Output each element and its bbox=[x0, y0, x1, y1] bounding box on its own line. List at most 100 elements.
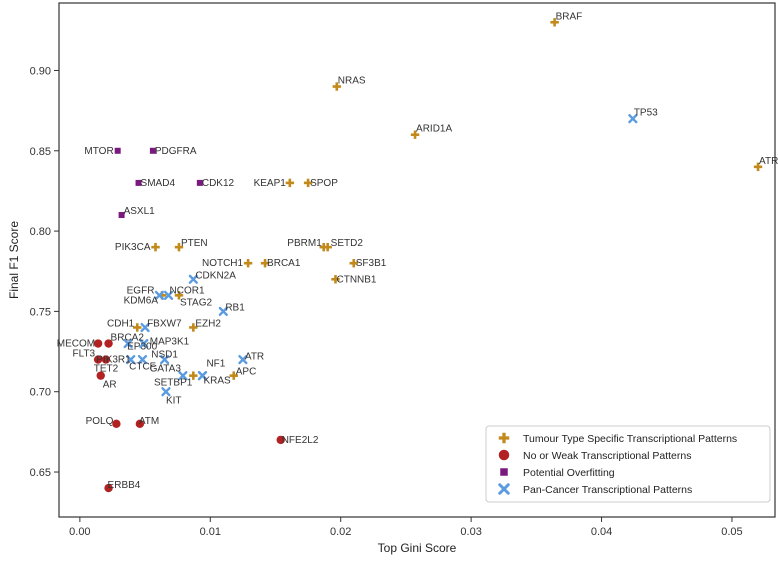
data-point-ep300 bbox=[123, 338, 133, 349]
legend-label: Potential Overfitting bbox=[523, 467, 615, 479]
point-label-apc: APC bbox=[236, 367, 257, 378]
y-axis-label: Final F1 Score bbox=[7, 221, 21, 299]
data-point-apc bbox=[229, 371, 238, 380]
point-label-cdkn2a: CDKN2A bbox=[195, 270, 236, 281]
point-labels: BRAF NRAS ARID1A ATRX KEAP1 SPOP PIK3CA PTEN PBR… bbox=[57, 11, 778, 491]
point-label-asxl1: ASXL1 bbox=[124, 206, 156, 217]
data-point-arid1a bbox=[410, 130, 420, 139]
data-point-ezh2 bbox=[189, 323, 198, 332]
point-label-erbb4: ERBB4 bbox=[108, 480, 141, 491]
point-label-braf: BRAF bbox=[556, 11, 583, 22]
data-point-sf3b1 bbox=[349, 259, 358, 268]
point-label-nras: NRAS bbox=[338, 76, 366, 87]
point-label-arid1a: ARID1A bbox=[416, 124, 452, 135]
data-point-atr bbox=[238, 354, 248, 365]
data-point-kras bbox=[197, 371, 208, 381]
point-label-brca1: BRCA1 bbox=[267, 258, 301, 269]
y-tick-label: 0.75 bbox=[30, 306, 51, 318]
data-point-egfr bbox=[154, 290, 165, 300]
legend-marker-circle bbox=[498, 449, 510, 461]
data-point-asxl1 bbox=[118, 212, 125, 219]
data-point-kdm6a bbox=[157, 291, 167, 300]
data-point-brca1 bbox=[260, 259, 270, 268]
point-label-pdgfra: PDGFRA bbox=[155, 146, 197, 157]
point-label-keap1: KEAP1 bbox=[254, 178, 287, 189]
point-label-atm: ATM bbox=[139, 416, 159, 427]
data-point-cdk12 bbox=[196, 179, 203, 186]
x-tick-label: 0.01 bbox=[200, 526, 221, 538]
data-point-atrx bbox=[753, 162, 763, 172]
data-point-tet2 bbox=[101, 355, 111, 364]
data-point-nsd1 bbox=[160, 354, 170, 365]
point-label-cdh1: CDH1 bbox=[107, 318, 135, 329]
data-point-erbb4 bbox=[104, 483, 113, 493]
point-label-stag2: STAG2 bbox=[180, 297, 212, 308]
legend: Tumour Type Specific Transcriptional Pat… bbox=[485, 425, 771, 503]
data-points bbox=[93, 18, 763, 493]
data-point-tp53 bbox=[628, 114, 638, 124]
data-point-kit bbox=[161, 387, 171, 397]
point-label-gata3: GATA3 bbox=[150, 364, 182, 375]
data-point-cdh1 bbox=[133, 323, 142, 332]
x-tick-label: 0.05 bbox=[721, 526, 742, 538]
data-point-braf bbox=[550, 18, 559, 27]
legend-label: Tumour Type Specific Transcriptional Pat… bbox=[523, 433, 737, 445]
point-label-egfr: EGFR bbox=[127, 285, 155, 296]
data-point-setd2 bbox=[323, 242, 332, 252]
point-label-nf1: NF1 bbox=[206, 359, 225, 370]
point-label-kdm6a: KDM6A bbox=[124, 295, 159, 306]
point-label-pbrm1: PBRM1 bbox=[287, 238, 322, 249]
point-label-cdk12: CDK12 bbox=[202, 178, 235, 189]
point-label-pik3ca: PIK3CA bbox=[115, 242, 151, 253]
data-point-pten bbox=[174, 242, 184, 252]
point-label-map3k1: MAP3K1 bbox=[150, 337, 190, 348]
point-label-tet2: TET2 bbox=[94, 364, 119, 375]
data-point-pik3ca bbox=[151, 242, 160, 252]
data-point-spop bbox=[303, 178, 313, 188]
point-label-nsd1: NSD1 bbox=[151, 350, 178, 361]
point-label-flt3: FLT3 bbox=[73, 349, 96, 360]
data-point-ncor1 bbox=[163, 290, 174, 300]
point-label-sf3b1: SF3B1 bbox=[356, 258, 387, 269]
y-tick-label: 0.65 bbox=[30, 467, 51, 479]
data-point-mtor bbox=[114, 147, 121, 154]
data-point-nras bbox=[332, 82, 341, 91]
x-tick-label: 0.02 bbox=[330, 526, 351, 538]
data-point-fbxw7 bbox=[140, 322, 150, 333]
point-label-ar: AR bbox=[103, 380, 117, 391]
point-label-ezh2: EZH2 bbox=[195, 318, 221, 329]
point-label-atr: ATR bbox=[245, 352, 264, 363]
point-label-ctcf: CTCF bbox=[129, 362, 156, 373]
point-label-brca2: BRCA2 bbox=[111, 333, 145, 344]
y-tick-label: 0.90 bbox=[30, 65, 51, 77]
point-label-atrx: ATRX bbox=[759, 156, 778, 167]
data-point-ctcf bbox=[137, 354, 148, 365]
legend-box bbox=[485, 425, 771, 503]
data-point-map3k1 bbox=[139, 338, 149, 349]
point-label-smad4: SMAD4 bbox=[141, 178, 176, 189]
legend-label: No or Weak Transcriptional Patterns bbox=[523, 450, 691, 462]
data-point-rb1 bbox=[218, 306, 228, 316]
plot-frame bbox=[58, 2, 776, 518]
data-point-gata3 bbox=[178, 371, 188, 381]
x-axis-label: Top Gini Score bbox=[378, 541, 457, 555]
legend-marker-x bbox=[498, 483, 510, 495]
y-axis-ticks: 0.65 0.70 0.75 0.80 0.85 0.90 bbox=[30, 65, 59, 479]
point-label-tp53: TP53 bbox=[634, 108, 658, 119]
point-label-setbp1: SETBP1 bbox=[154, 378, 193, 389]
x-tick-label: 0.00 bbox=[69, 526, 90, 538]
point-label-ncor1: NCOR1 bbox=[170, 285, 205, 296]
data-point-setbp1 bbox=[189, 371, 198, 380]
x-tick-label: 0.04 bbox=[591, 526, 612, 538]
data-point-ar bbox=[96, 371, 105, 380]
y-tick-label: 0.80 bbox=[30, 226, 51, 238]
point-label-mecom: MECOM bbox=[57, 339, 95, 350]
x-axis-ticks: 0.00 0.01 0.02 0.03 0.04 0.05 bbox=[69, 517, 743, 538]
data-point-atm bbox=[135, 419, 145, 429]
point-label-setd2: SETD2 bbox=[331, 238, 364, 249]
data-point-pik3r1 bbox=[126, 354, 136, 365]
data-point-pdgfra bbox=[149, 147, 156, 154]
data-point-flt3 bbox=[93, 355, 103, 364]
legend-label: Pan-Cancer Transcriptional Patterns bbox=[523, 484, 692, 496]
